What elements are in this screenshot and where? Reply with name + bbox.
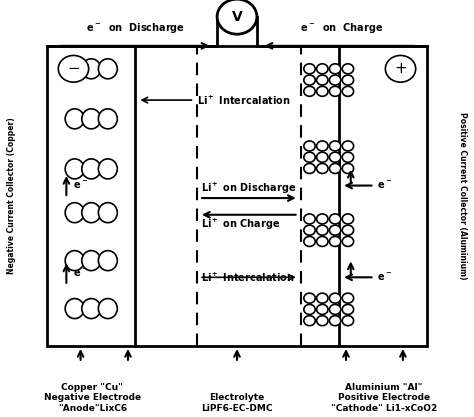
Circle shape	[317, 293, 328, 303]
Text: Copper "Cu"
Negative Electrode
"Anode"LixC6: Copper "Cu" Negative Electrode "Anode"Li…	[44, 383, 141, 413]
Ellipse shape	[82, 59, 100, 79]
Text: e$\mathbf{^-}$: e$\mathbf{^-}$	[377, 272, 392, 283]
Circle shape	[304, 75, 315, 85]
Circle shape	[304, 214, 315, 224]
Text: $\mathbf{e^-}$  on  Discharge: $\mathbf{e^-}$ on Discharge	[86, 21, 184, 35]
Ellipse shape	[65, 299, 84, 319]
Ellipse shape	[99, 203, 118, 223]
Circle shape	[317, 64, 328, 74]
Circle shape	[304, 236, 315, 246]
Circle shape	[304, 225, 315, 235]
Text: Positive Current Collector (Aluminium): Positive Current Collector (Aluminium)	[458, 112, 466, 280]
Circle shape	[329, 316, 341, 326]
Ellipse shape	[99, 251, 118, 271]
Ellipse shape	[82, 251, 100, 271]
Ellipse shape	[99, 59, 118, 79]
Circle shape	[304, 64, 315, 74]
Text: Li$\mathbf{^+}$ Intercalation: Li$\mathbf{^+}$ Intercalation	[201, 271, 294, 284]
Ellipse shape	[82, 299, 100, 319]
Circle shape	[329, 141, 341, 151]
Ellipse shape	[99, 299, 118, 319]
Text: Li$\mathbf{^+}$ on Discharge: Li$\mathbf{^+}$ on Discharge	[201, 181, 296, 196]
Circle shape	[304, 86, 315, 96]
Circle shape	[304, 152, 315, 162]
Circle shape	[58, 55, 89, 82]
Text: V: V	[232, 10, 242, 24]
Ellipse shape	[65, 59, 84, 79]
Text: −: −	[67, 61, 80, 76]
Circle shape	[329, 163, 341, 173]
Text: e$\mathbf{^-}$: e$\mathbf{^-}$	[73, 268, 89, 279]
Ellipse shape	[82, 159, 100, 179]
Circle shape	[342, 152, 354, 162]
Circle shape	[342, 141, 354, 151]
Ellipse shape	[65, 109, 84, 129]
Circle shape	[317, 75, 328, 85]
Circle shape	[329, 75, 341, 85]
Text: Negative Current Collector (Copper): Negative Current Collector (Copper)	[8, 118, 16, 274]
Circle shape	[342, 293, 354, 303]
Circle shape	[317, 86, 328, 96]
Circle shape	[329, 236, 341, 246]
Text: Aluminium "Al"
Positive Electrode
"Cathode" Li1-xCoO2: Aluminium "Al" Positive Electrode "Catho…	[331, 383, 437, 413]
Circle shape	[317, 304, 328, 314]
Circle shape	[342, 225, 354, 235]
Circle shape	[342, 163, 354, 173]
Bar	[47, 46, 427, 346]
Circle shape	[342, 75, 354, 85]
Circle shape	[304, 293, 315, 303]
Text: $\mathbf{e^-}$  on  Charge: $\mathbf{e^-}$ on Charge	[300, 21, 383, 35]
Ellipse shape	[65, 203, 84, 223]
Circle shape	[329, 304, 341, 314]
Text: Electrolyte
LiPF6-EC-DMC: Electrolyte LiPF6-EC-DMC	[201, 393, 273, 413]
Text: +: +	[394, 61, 407, 76]
Circle shape	[329, 152, 341, 162]
Text: e$\mathbf{^-}$: e$\mathbf{^-}$	[377, 180, 392, 191]
Circle shape	[385, 55, 416, 82]
Circle shape	[342, 64, 354, 74]
Circle shape	[304, 304, 315, 314]
Circle shape	[304, 163, 315, 173]
Circle shape	[304, 141, 315, 151]
Ellipse shape	[99, 109, 118, 129]
Ellipse shape	[82, 203, 100, 223]
Circle shape	[342, 304, 354, 314]
Circle shape	[317, 225, 328, 235]
Ellipse shape	[99, 159, 118, 179]
Circle shape	[329, 64, 341, 74]
Circle shape	[342, 86, 354, 96]
Circle shape	[342, 236, 354, 246]
Circle shape	[329, 86, 341, 96]
Circle shape	[317, 141, 328, 151]
Circle shape	[317, 163, 328, 173]
Circle shape	[329, 293, 341, 303]
Circle shape	[304, 316, 315, 326]
Circle shape	[342, 316, 354, 326]
Circle shape	[317, 316, 328, 326]
Ellipse shape	[82, 109, 100, 129]
Circle shape	[329, 225, 341, 235]
Text: Li$\mathbf{^+}$ on Charge: Li$\mathbf{^+}$ on Charge	[201, 217, 280, 232]
Ellipse shape	[65, 159, 84, 179]
Circle shape	[317, 152, 328, 162]
Circle shape	[217, 0, 257, 34]
Circle shape	[342, 214, 354, 224]
Text: Li$\mathbf{^+}$ Intercalation: Li$\mathbf{^+}$ Intercalation	[197, 93, 291, 107]
Circle shape	[329, 214, 341, 224]
Circle shape	[317, 214, 328, 224]
Text: e$\mathbf{^-}$: e$\mathbf{^-}$	[73, 180, 89, 191]
Ellipse shape	[65, 251, 84, 271]
Circle shape	[317, 236, 328, 246]
